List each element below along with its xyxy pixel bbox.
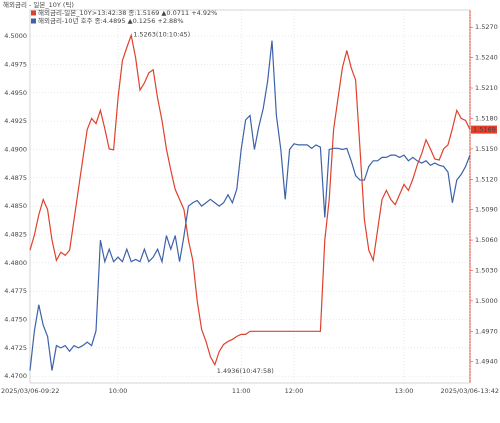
y-tick-label: 4.4725 xyxy=(4,344,27,352)
x-tick-label: 13:00 xyxy=(395,387,414,395)
y-tick-label: 4.4825 xyxy=(4,230,27,238)
y-tick-label: 4.4900 xyxy=(4,145,27,153)
y2-tick-label: 1.4970 xyxy=(475,327,498,335)
chart-title: 해외금리 - 일본_10Y (틱) xyxy=(3,0,74,9)
last-price-box xyxy=(471,125,497,134)
x-tick-label: 10:00 xyxy=(109,387,128,395)
y2-tick-label: 1.5030 xyxy=(475,266,498,274)
legend-label: 해외금리-10년 호주 종:4.4895 ▲0.1256 +2.88% xyxy=(38,16,184,25)
y-tick-label: 4.4775 xyxy=(4,287,27,295)
y2-tick-label: 1.5180 xyxy=(475,114,498,122)
y2-tick-label: 1.5000 xyxy=(475,297,498,305)
x-tick-label: 2025/03/06-13:42 xyxy=(440,387,499,395)
y2-tick-label: 1.5060 xyxy=(475,236,498,244)
high-annotation: 1.5263(10:10:45) xyxy=(133,30,190,38)
y-tick-label: 4.4925 xyxy=(4,117,27,125)
y-tick-label: 4.4700 xyxy=(4,372,27,380)
series-line xyxy=(29,33,471,367)
y2-tick-label: 1.5240 xyxy=(475,54,498,62)
x-tick-label: 11:00 xyxy=(232,387,251,395)
y2-tick-label: 1.4940 xyxy=(475,358,498,366)
y-tick-label: 4.4975 xyxy=(4,60,27,68)
y-tick-label: 4.4800 xyxy=(4,259,27,267)
y-tick-label: 4.4750 xyxy=(4,316,27,324)
y2-tick-label: 1.5210 xyxy=(475,84,498,92)
y-tick-label: 4.4950 xyxy=(4,89,27,97)
x-tick-label: 2025/03/06-09:22 xyxy=(1,387,60,395)
y2-tick-label: 1.5090 xyxy=(475,206,498,214)
legend-label: 해외금리-일본_10Y>13:42:38 종:1.5169 ▲0.0711 +4… xyxy=(38,8,217,17)
y2-tick-label: 1.5120 xyxy=(475,175,498,183)
y-tick-label: 4.5000 xyxy=(4,32,27,40)
series-line xyxy=(29,40,471,371)
low-annotation: 1.4936(10:47:58) xyxy=(217,367,274,375)
y-tick-label: 4.4875 xyxy=(4,174,27,182)
last-price-label: 1.5169 xyxy=(473,126,496,134)
legend-swatch xyxy=(31,10,36,16)
y-tick-label: 4.4850 xyxy=(4,202,27,210)
legend-swatch xyxy=(31,18,36,24)
x-tick-label: 12:00 xyxy=(285,387,304,395)
y2-tick-label: 1.5270 xyxy=(475,23,498,31)
y2-tick-label: 1.5150 xyxy=(475,145,498,153)
